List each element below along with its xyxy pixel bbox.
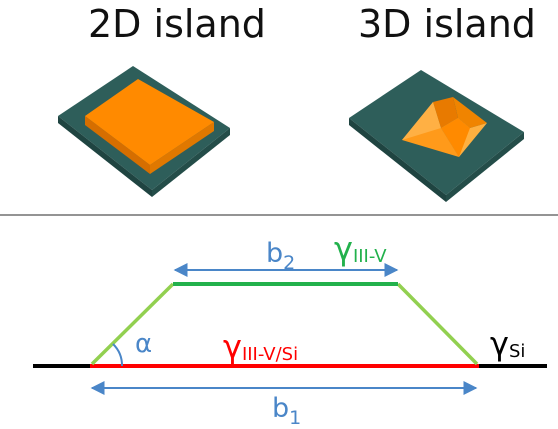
side-wall-right — [396, 282, 479, 366]
2d-island-illustration — [58, 66, 230, 197]
pyramid-face-right — [453, 97, 487, 128]
angle-alpha-arc — [112, 343, 124, 367]
label-gamma-iiiv-si: γIII-V/Si — [223, 328, 298, 366]
substrate-2d-side-right — [152, 128, 230, 197]
substrate-3d-side-right — [446, 132, 524, 202]
3d-island-illustration — [349, 70, 524, 202]
substrate-2d-side-left — [58, 116, 152, 197]
label-b1: b1 — [272, 393, 301, 429]
substrate-3d-side-left — [349, 118, 446, 202]
label-gamma-iiiv: γIII-V — [334, 230, 387, 268]
pyramid-top — [441, 118, 470, 157]
title-3d-island: 3D island — [358, 2, 536, 46]
island-2d-side-right — [150, 122, 214, 174]
side-wall-left — [90, 282, 175, 366]
pyramid-shadow-face — [402, 102, 441, 140]
title-2d-island: 2D island — [88, 2, 266, 46]
label-alpha: α — [135, 329, 152, 359]
label-b2: b2 — [266, 238, 295, 274]
pyramid-face-back — [433, 97, 458, 128]
island-2d-side-left — [85, 116, 150, 174]
label-gamma-si: γSi — [490, 325, 525, 363]
cross-section: b2 γIII-V α γIII-V/Si γSi b1 — [33, 230, 547, 429]
island-2d-top — [85, 79, 214, 165]
